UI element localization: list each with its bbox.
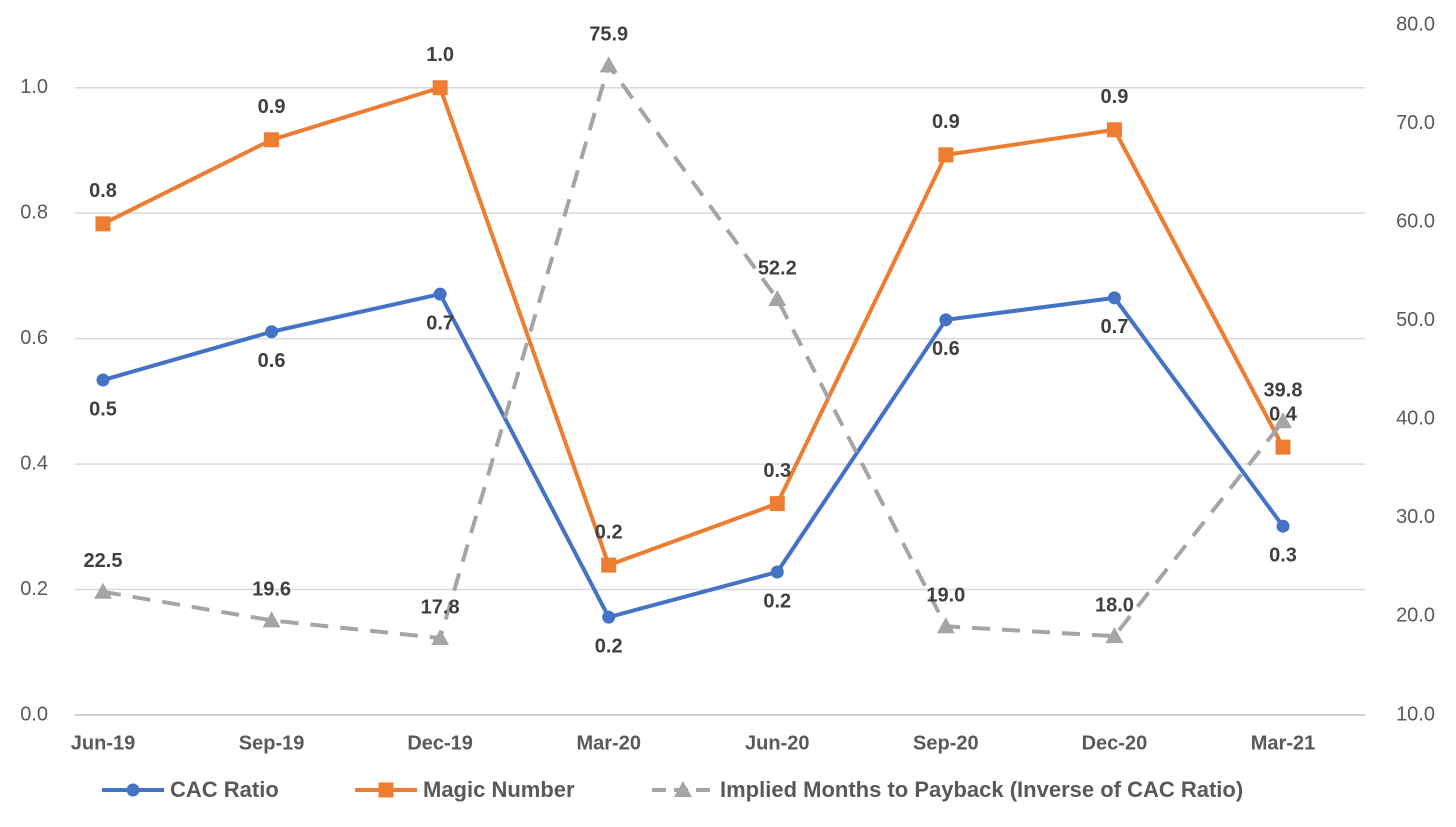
data-label: 19.6	[252, 579, 291, 601]
data-label: 0.9	[1101, 86, 1129, 108]
data-point	[938, 147, 954, 163]
data-label: 0.2	[595, 521, 623, 543]
y2-tick-label: 50.0	[1396, 309, 1435, 331]
data-point	[1106, 122, 1122, 138]
x-tick-label: Jun-19	[71, 732, 135, 754]
data-point	[599, 56, 618, 73]
legend-marker	[674, 781, 692, 797]
data-label: 17.8	[421, 596, 460, 618]
data-label: 0.8	[89, 180, 117, 202]
data-label: 0.5	[89, 398, 117, 420]
data-label: 0.6	[258, 350, 286, 372]
data-point	[95, 216, 111, 232]
x-tick-label: Dec-20	[1082, 732, 1148, 754]
x-tick-label: Jun-20	[745, 732, 809, 754]
series-line	[102, 85, 1285, 568]
legend-label: Implied Months to Payback (Inverse of CA…	[720, 777, 1243, 802]
data-label: 0.7	[1101, 316, 1129, 338]
data-point	[768, 290, 787, 307]
data-point	[1105, 627, 1124, 644]
y-tick-label: 0.0	[20, 703, 48, 725]
data-point	[265, 325, 279, 339]
y2-tick-label: 10.0	[1396, 703, 1435, 725]
data-label: 0.7	[426, 312, 454, 334]
y-tick-label: 0.8	[20, 201, 48, 223]
data-point	[602, 610, 616, 624]
x-tick-label: Dec-19	[407, 732, 473, 754]
y2-tick-label: 60.0	[1396, 210, 1435, 232]
x-tick-label: Mar-20	[576, 732, 640, 754]
data-label: 75.9	[589, 24, 628, 46]
y-tick-label: 0.2	[20, 578, 48, 600]
y-tick-label: 0.6	[20, 327, 48, 349]
x-tick-label: Sep-19	[239, 732, 305, 754]
data-point	[1274, 412, 1292, 429]
data-label: 22.5	[84, 550, 123, 572]
data-label: 52.2	[758, 257, 797, 279]
x-tick-label: Mar-21	[1251, 732, 1315, 754]
data-point	[264, 132, 280, 148]
legend-marker	[126, 783, 140, 797]
y-tick-label: 1.0	[20, 76, 48, 98]
data-label: 19.0	[926, 585, 965, 607]
y2-tick-label: 80.0	[1396, 13, 1435, 35]
data-point	[770, 565, 784, 579]
series-line	[102, 63, 1285, 641]
data-label: 39.8	[1264, 380, 1303, 402]
data-label: 18.0	[1095, 594, 1134, 616]
legend-label: Magic Number	[423, 777, 575, 802]
data-label: 0.3	[1269, 544, 1297, 566]
data-point	[96, 373, 110, 387]
data-point	[601, 557, 617, 573]
data-label: 0.9	[932, 111, 960, 133]
x-tick-label: Sep-20	[913, 732, 979, 754]
data-point	[431, 629, 450, 646]
legend-marker	[378, 782, 394, 798]
data-point	[432, 80, 448, 96]
data-label: 1.0	[426, 44, 454, 66]
y2-tick-label: 70.0	[1396, 112, 1435, 134]
data-point	[1275, 439, 1291, 455]
series-line	[102, 292, 1285, 620]
legend-label: CAC Ratio	[170, 777, 279, 802]
data-point	[939, 313, 953, 327]
data-point	[936, 617, 955, 634]
data-point	[433, 287, 447, 301]
y2-tick-label: 30.0	[1396, 506, 1435, 528]
data-label: 0.2	[763, 590, 791, 612]
data-point	[94, 582, 112, 599]
y2-tick-label: 20.0	[1396, 605, 1435, 627]
data-label: 0.2	[595, 635, 623, 657]
data-point	[1276, 519, 1290, 533]
data-label: 0.6	[932, 338, 960, 360]
data-point	[769, 496, 785, 512]
data-point	[262, 611, 281, 628]
y-tick-label: 0.4	[20, 452, 48, 474]
y2-tick-label: 40.0	[1396, 408, 1435, 430]
data-label: 0.9	[258, 96, 286, 118]
data-point	[1107, 291, 1121, 305]
data-label: 0.3	[763, 460, 791, 482]
